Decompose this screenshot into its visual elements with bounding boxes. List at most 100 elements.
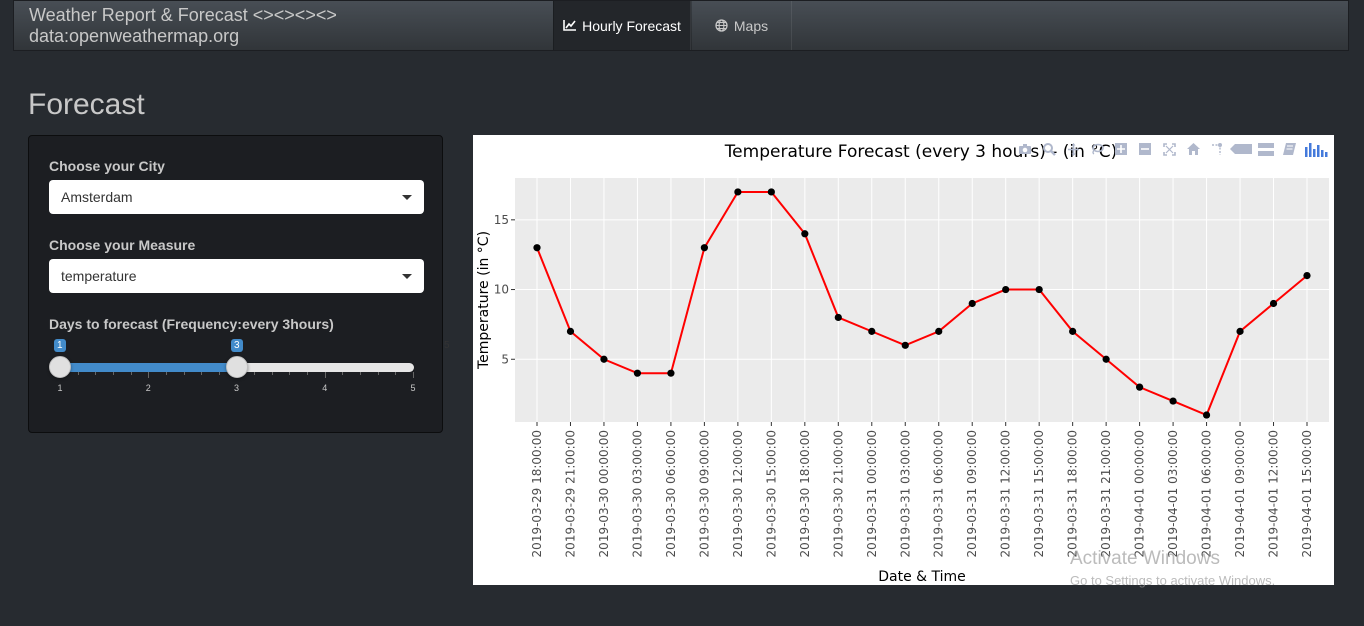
slider-minor-tick bbox=[77, 372, 79, 375]
x-tick-label: 2019-04-01 15:00:00 bbox=[1300, 430, 1314, 557]
slider-major-tick bbox=[413, 372, 414, 378]
x-tick-label: 2019-03-30 06:00:00 bbox=[664, 430, 678, 557]
data-point[interactable] bbox=[700, 244, 708, 252]
x-tick-label: 2019-03-31 18:00:00 bbox=[1066, 430, 1080, 557]
data-point[interactable] bbox=[1236, 327, 1244, 335]
pan-icon[interactable] bbox=[1062, 140, 1084, 158]
y-tick-label: 15 bbox=[494, 213, 509, 227]
x-tick-label: 2019-03-30 18:00:00 bbox=[798, 430, 812, 557]
x-tick-label: 2019-03-31 12:00:00 bbox=[999, 430, 1013, 557]
watermark-subtitle: Go to Settings to activate Windows. bbox=[1070, 573, 1276, 588]
page-title: Forecast bbox=[28, 88, 145, 121]
x-tick-label: 2019-03-29 18:00:00 bbox=[530, 430, 544, 557]
zoom-in-icon[interactable] bbox=[1110, 140, 1132, 158]
data-point[interactable] bbox=[801, 230, 809, 238]
data-point[interactable] bbox=[633, 369, 642, 377]
x-tick-label: 2019-03-29 21:00:00 bbox=[563, 430, 577, 557]
data-point[interactable] bbox=[667, 369, 675, 377]
zoom-out-icon[interactable] bbox=[1134, 140, 1156, 158]
x-tick-label: 2019-03-31 03:00:00 bbox=[898, 430, 912, 557]
slider-minor-tick bbox=[271, 372, 273, 375]
zoom-icon[interactable] bbox=[1038, 140, 1060, 158]
slider-tick-label: 2 bbox=[145, 383, 151, 393]
x-tick-label: 2019-03-30 12:00:00 bbox=[731, 430, 745, 557]
data-point[interactable] bbox=[1303, 272, 1311, 280]
data-point[interactable] bbox=[1102, 355, 1110, 363]
data-point[interactable] bbox=[1202, 411, 1211, 419]
temperature-series-line bbox=[536, 190, 1308, 417]
tab-maps[interactable]: Maps bbox=[691, 1, 792, 50]
tab-label: Maps bbox=[733, 17, 769, 34]
lasso-icon[interactable] bbox=[1086, 140, 1108, 158]
navbar: Weather Report & Forecast <><><><> data:… bbox=[13, 0, 1349, 51]
x-tick-label: 2019-03-31 21:00:00 bbox=[1099, 430, 1113, 557]
slider-minor-tick bbox=[218, 372, 220, 375]
data-point[interactable] bbox=[1169, 397, 1177, 405]
x-tick-label: 2019-04-01 06:00:00 bbox=[1200, 430, 1214, 557]
chevron-down-icon bbox=[402, 273, 412, 279]
x-tick-label: 2019-03-31 06:00:00 bbox=[932, 430, 946, 557]
slider-max-label: 5 bbox=[444, 340, 450, 351]
x-tick-label: 2019-03-31 09:00:00 bbox=[965, 430, 979, 557]
hover-closest-icon[interactable] bbox=[1230, 140, 1252, 158]
data-point[interactable] bbox=[935, 327, 943, 335]
slider-minor-tick bbox=[254, 372, 256, 375]
data-point[interactable] bbox=[1136, 383, 1144, 391]
days-range-slider[interactable]: 1 3 5 1 2 3 4 5 bbox=[49, 336, 450, 406]
data-point[interactable] bbox=[1069, 327, 1077, 335]
data-point[interactable] bbox=[834, 313, 842, 322]
x-tick-label: 2019-03-30 00:00:00 bbox=[597, 430, 611, 557]
temperature-line-chart[interactable]: 5 10 15 2019-03-29 18:00:00 2019-03-29 21:0… bbox=[473, 135, 1334, 585]
line-chart-icon bbox=[563, 20, 577, 31]
measure-select[interactable]: temperature bbox=[49, 259, 424, 293]
x-tick-label: 2019-03-30 09:00:00 bbox=[697, 430, 711, 557]
plot-background bbox=[515, 178, 1329, 422]
hover-compare-icon[interactable] bbox=[1254, 140, 1276, 158]
slider-tick-label: 3 bbox=[233, 383, 240, 393]
measure-select-value: temperature bbox=[61, 268, 137, 284]
data-point[interactable] bbox=[1002, 285, 1010, 294]
data-point[interactable] bbox=[1035, 285, 1043, 294]
data-point[interactable] bbox=[533, 244, 541, 252]
data-point[interactable] bbox=[968, 299, 976, 308]
app-brand[interactable]: Weather Report & Forecast <><><><> data:… bbox=[29, 4, 337, 46]
edit-chart-icon[interactable] bbox=[1278, 140, 1300, 158]
slider-to-handle[interactable] bbox=[226, 356, 248, 378]
plotly-logo-icon[interactable] bbox=[1302, 140, 1330, 158]
slider-from-label: 1 bbox=[54, 339, 66, 352]
x-tick-label: 2019-04-01 00:00:00 bbox=[1133, 430, 1147, 557]
y-tick-label: 5 bbox=[501, 352, 509, 366]
x-axis-title: Date & Time bbox=[878, 569, 966, 585]
x-tick-label: 2019-04-01 03:00:00 bbox=[1166, 430, 1180, 557]
tab-hourly-forecast[interactable]: Hourly Forecast bbox=[553, 1, 691, 50]
autoscale-icon[interactable] bbox=[1158, 140, 1180, 158]
slider-minor-tick bbox=[342, 372, 344, 375]
slider-minor-tick bbox=[307, 372, 309, 375]
spike-lines-icon[interactable] bbox=[1206, 140, 1228, 158]
slider-to-label: 3 bbox=[231, 339, 243, 352]
chevron-down-icon bbox=[402, 194, 412, 200]
slider-selected-range[interactable] bbox=[59, 363, 236, 372]
city-select[interactable]: Amsterdam bbox=[49, 180, 424, 214]
measure-label: Choose your Measure bbox=[49, 237, 196, 253]
sidebar-panel: Choose your City Amsterdam Choose your M… bbox=[28, 135, 450, 433]
plot-panel: 5 10 15 2019-03-29 18:00:00 2019-03-29 21:0… bbox=[473, 135, 1334, 585]
slider-minor-tick bbox=[201, 372, 203, 375]
data-point[interactable] bbox=[767, 188, 775, 196]
slider-minor-tick bbox=[130, 372, 132, 375]
slider-major-tick bbox=[324, 372, 326, 378]
data-point[interactable] bbox=[566, 327, 575, 335]
home-icon[interactable] bbox=[1182, 140, 1204, 158]
data-point[interactable] bbox=[901, 341, 909, 349]
x-tick-label: 2019-03-30 15:00:00 bbox=[764, 430, 778, 557]
data-point[interactable] bbox=[600, 355, 608, 363]
watermark-title: Activate Windows bbox=[1070, 548, 1220, 569]
slider-from-handle[interactable] bbox=[49, 356, 71, 378]
data-point[interactable] bbox=[1269, 299, 1278, 308]
slider-tick-label: 5 bbox=[410, 383, 416, 393]
data-point[interactable] bbox=[868, 327, 876, 335]
tab-label: Hourly Forecast bbox=[582, 17, 681, 34]
data-point[interactable] bbox=[734, 188, 742, 196]
slider-minor-tick bbox=[289, 372, 291, 375]
camera-icon[interactable] bbox=[1014, 140, 1036, 158]
